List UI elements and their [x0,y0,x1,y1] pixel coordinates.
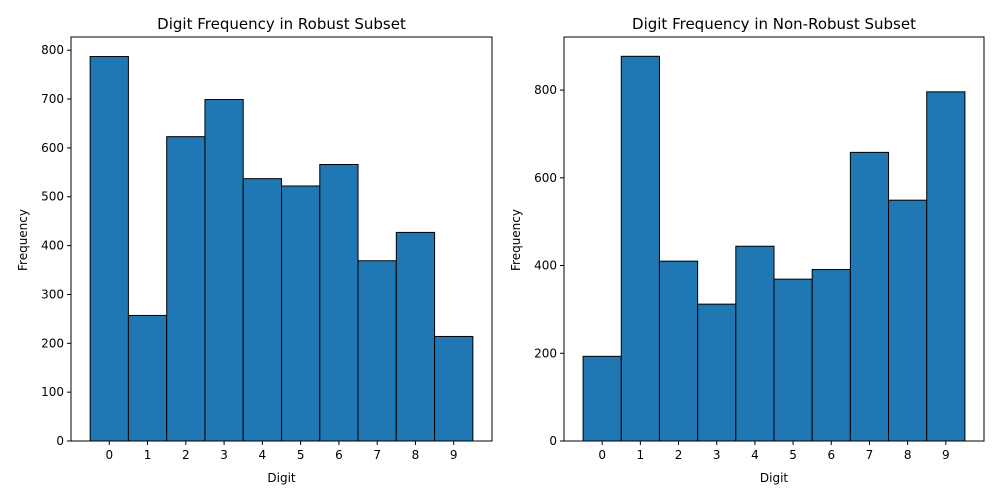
non-robust-subset-chart: Digit Frequency in Non-Robust Subset Dig… [509,15,985,485]
x-tick-label: 8 [412,448,420,462]
bar-9 [434,335,474,442]
bar-6 [319,164,359,442]
axes-frame [563,36,985,442]
bar-7 [849,151,890,442]
x-tick-label: 4 [751,448,759,462]
bar-0 [582,355,622,442]
bar-8 [888,199,928,442]
x-tick-label: 5 [789,448,797,462]
y-tick-label: 600 [534,171,557,185]
x-axis-label: Digit [267,471,296,485]
y-tick-label: 600 [41,141,64,155]
x-tick-label: 4 [259,448,267,462]
bar-9 [926,91,966,442]
bar-2 [658,260,699,442]
bar-6 [811,268,851,442]
bar-5 [773,278,813,442]
x-tick-label: 9 [450,448,458,462]
y-tick-label: 500 [41,190,64,204]
y-tick-label: 0 [56,434,64,448]
bar-3 [697,303,737,442]
bar-4 [242,178,283,442]
bar-4 [735,245,775,442]
chart-title: Digit Frequency in Non-Robust Subset [632,15,916,33]
y-tick-label: 100 [41,385,64,399]
bar-3 [204,99,244,442]
x-tick-label: 0 [105,448,113,462]
bar-0 [89,56,129,442]
x-axis-label: Digit [760,471,789,485]
y-tick-label: 400 [41,239,64,253]
bar-8 [395,231,436,442]
chart-title: Digit Frequency in Robust Subset [157,15,406,33]
y-tick-label: 700 [41,92,64,106]
x-tick-label: 1 [144,448,152,462]
x-tick-label: 2 [182,448,190,462]
bar-2 [166,136,206,442]
y-tick-label: 0 [549,434,557,448]
bar-7 [357,260,397,442]
y-tick-label: 400 [534,259,557,273]
x-tick-label: 8 [904,448,912,462]
axes-frame [70,36,493,442]
y-axis-label: Frequency [509,209,523,271]
x-tick-label: 7 [866,448,874,462]
bar-1 [620,55,660,442]
y-tick-label: 800 [534,83,557,97]
x-tick-label: 3 [220,448,228,462]
x-tick-label: 6 [827,448,835,462]
x-tick-label: 0 [598,448,606,462]
y-axis-label: Frequency [16,209,30,271]
y-tick-label: 300 [41,287,64,301]
x-tick-label: 7 [373,448,381,462]
y-tick-label: 200 [41,336,64,350]
x-tick-label: 9 [942,448,950,462]
bar-5 [281,185,321,442]
x-tick-label: 5 [297,448,305,462]
y-tick-label: 800 [41,43,64,57]
x-tick-label: 6 [335,448,343,462]
x-tick-label: 2 [675,448,683,462]
x-tick-label: 3 [713,448,721,462]
y-tick-label: 200 [534,346,557,360]
bar-1 [127,314,168,442]
x-tick-label: 1 [637,448,645,462]
robust-subset-chart: Digit Frequency in Robust Subset Digit F… [16,15,493,485]
